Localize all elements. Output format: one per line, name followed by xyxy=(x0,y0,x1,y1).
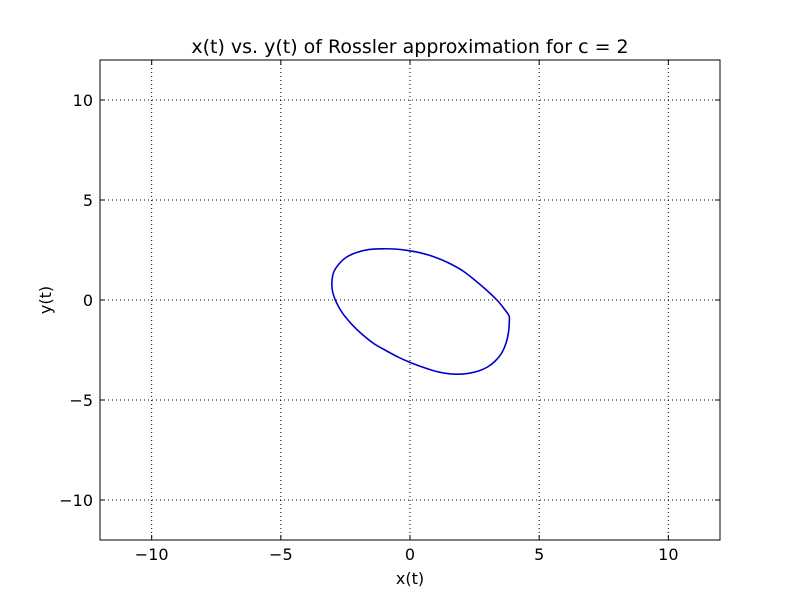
y-tick-label: 0 xyxy=(83,291,93,310)
x-tick-label: −5 xyxy=(269,545,293,564)
data-layer xyxy=(331,247,511,376)
y-tick-label: 10 xyxy=(73,91,93,110)
series-line xyxy=(331,247,511,376)
x-tick-label: 5 xyxy=(534,545,544,564)
tick-label-layer: −10 −5 0 5 10 −10 −5 0 5 10 xyxy=(59,91,678,564)
y-axis-label: y(t) xyxy=(36,286,55,314)
y-tick-label: 5 xyxy=(83,191,93,210)
x-tick-label: 10 xyxy=(658,545,678,564)
x-axis-label: x(t) xyxy=(396,569,424,588)
x-tick-label: 0 xyxy=(405,545,415,564)
x-tick-label: −10 xyxy=(135,545,169,564)
tick-layer xyxy=(100,60,720,540)
y-tick-label: −5 xyxy=(69,391,93,410)
chart-title: x(t) vs. y(t) of Rossler approximation f… xyxy=(191,36,628,58)
grid-layer xyxy=(100,60,720,540)
y-tick-label: −10 xyxy=(59,491,93,510)
